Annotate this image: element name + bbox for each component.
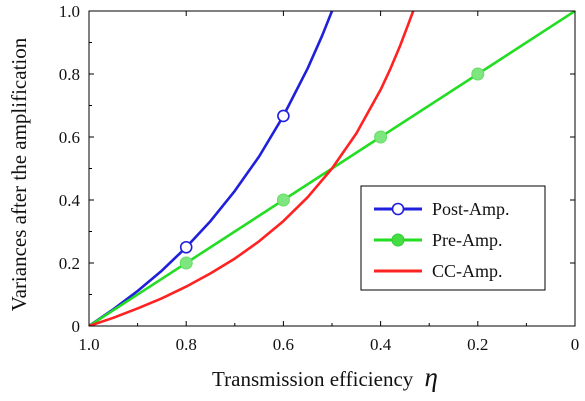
legend-label-cc-amp: CC-Amp. (432, 261, 503, 281)
x-axis-title-text: Transmission efficiency (212, 367, 414, 391)
axis-ticks: 1.0 0.8 0.6 0.4 0.2 0 0 0.2 0.4 0.6 0.8 1.0 (59, 2, 580, 354)
series-line-post-amp (89, 11, 334, 326)
pre-amp-marker (471, 67, 485, 81)
post-amp-marker (277, 109, 290, 123)
x-tick-label: 1.0 (78, 335, 99, 354)
legend-marker-post-amp (391, 202, 405, 216)
x-axis-title: Transmission efficiency η (212, 362, 438, 392)
y-tick-label: 0.8 (59, 65, 80, 84)
x-tick-label: 0.4 (370, 335, 392, 354)
series-curves (89, 11, 575, 326)
legend: Post-Amp. Pre-Amp. CC-Amp. (360, 185, 546, 291)
series-markers (179, 67, 485, 270)
x-tick-label: 0.2 (467, 335, 488, 354)
legend-label-pre-amp: Pre-Amp. (432, 230, 503, 250)
y-tick-label: 0.2 (59, 254, 80, 273)
pre-amp-marker (179, 256, 193, 270)
x-tick-label: 0.6 (273, 335, 294, 354)
y-tick-label: 0.6 (59, 128, 80, 147)
series-line-cc-amp (89, 11, 415, 326)
x-axis-symbol: η (425, 362, 438, 392)
x-tick-label: 0 (571, 335, 580, 354)
legend-box (360, 185, 546, 291)
y-tick-label: 1.0 (59, 2, 80, 21)
x-tick-label: 0.8 (176, 335, 197, 354)
pre-amp-marker (276, 193, 290, 207)
legend-marker-pre-amp (391, 233, 405, 247)
y-tick-label: 0.4 (59, 191, 81, 210)
post-amp-marker (179, 240, 193, 254)
y-tick-label: 0 (72, 317, 81, 336)
pre-amp-marker (374, 130, 388, 144)
legend-label-post-amp: Post-Amp. (432, 199, 510, 219)
y-axis-title: Variances after the amplification (7, 37, 31, 311)
